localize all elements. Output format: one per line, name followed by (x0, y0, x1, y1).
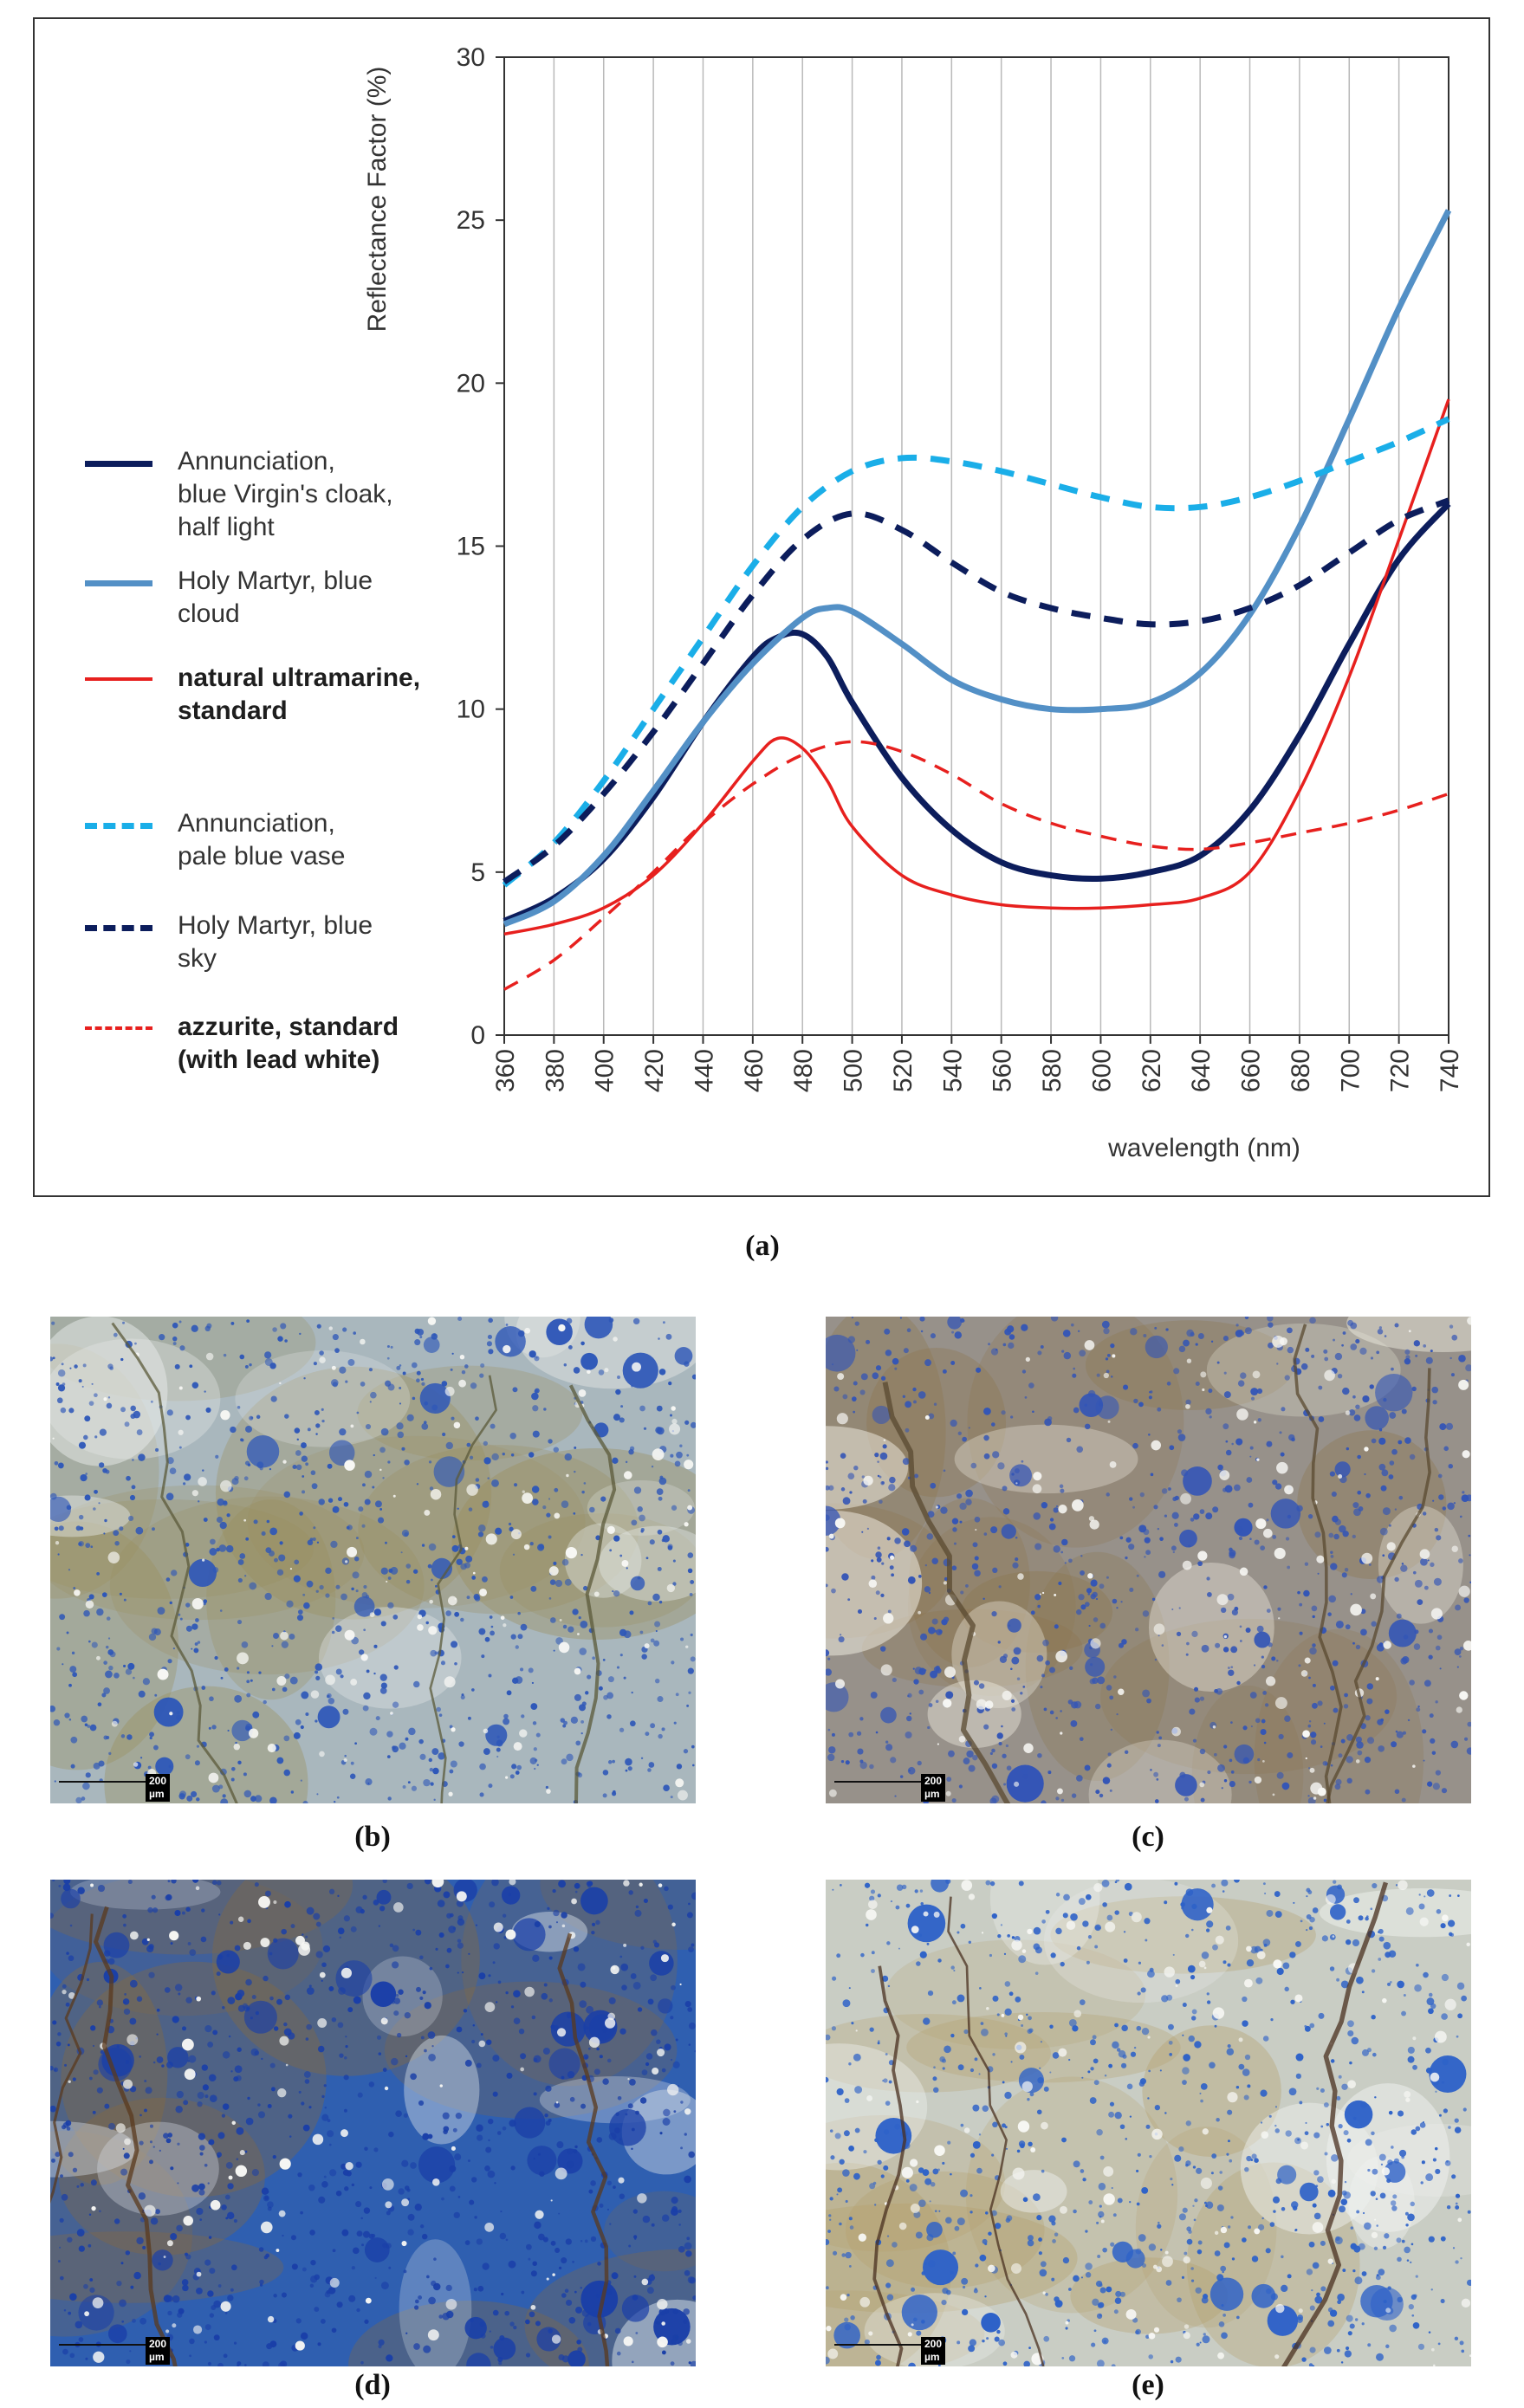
x-tick-label: 440 (690, 1049, 718, 1092)
x-tick-label: 600 (1087, 1049, 1116, 1092)
caption-c: (c) (1132, 1821, 1164, 1853)
x-tick-label: 360 (491, 1049, 520, 1092)
series-line-2 (503, 209, 1452, 928)
x-tick-label: 720 (1386, 1049, 1415, 1092)
legend-label: natural ultramarine, standard (178, 663, 421, 725)
x-axis-label: wavelength (nm) (1107, 1134, 1300, 1162)
x-tick-label: 420 (640, 1049, 669, 1092)
y-tick-label: 5 (470, 858, 485, 887)
legend-label: Holy Martyr, blue sky (178, 911, 373, 973)
grid-lines (553, 57, 1400, 1035)
x-tick-label: 680 (1287, 1049, 1315, 1092)
y-tick-label: 20 (457, 369, 485, 398)
x-tick-label: 640 (1187, 1049, 1216, 1092)
plot-area (503, 56, 1449, 1036)
x-tick-label: 520 (889, 1049, 918, 1092)
legend-label: Annunciation, pale blue vase (178, 809, 346, 871)
chart-frame: Annunciation, blue Virgin's cloak, half … (33, 17, 1490, 1197)
x-tick-label: 500 (840, 1049, 868, 1092)
x-tick-label: 400 (591, 1049, 619, 1092)
x-tick-label: 540 (938, 1049, 967, 1092)
legend-swatch (85, 461, 152, 467)
legend-label: Holy Martyr, blue cloud (178, 566, 373, 628)
series-line-6 (503, 740, 1449, 991)
y-tick-label: 10 (457, 696, 485, 724)
tick-labels: 0 5 10 15 20 25 30 360 380 400 420 440 460 480 500 520 5… (457, 43, 1464, 1092)
scale-label: 200 µm (146, 1774, 171, 1802)
series-line-3 (503, 398, 1450, 936)
x-tick-label: 380 (541, 1049, 569, 1092)
x-tick-label: 560 (989, 1049, 1017, 1092)
x-tick-label: 480 (789, 1049, 818, 1092)
y-tick-label: 25 (457, 206, 485, 235)
x-tick-label: 700 (1336, 1049, 1365, 1092)
scale-label: 200 µm (146, 2337, 171, 2365)
micrograph-e: 200 µm (826, 1880, 1471, 2366)
series-line-5 (502, 497, 1450, 884)
series-line-1 (503, 502, 1451, 924)
x-tick-label: 740 (1436, 1049, 1464, 1092)
legend-swatch (85, 1026, 152, 1030)
scale-label: 200 µm (921, 1774, 946, 1802)
series-lines (502, 209, 1452, 991)
legend-swatch (85, 677, 152, 681)
y-tick-label: 30 (457, 43, 485, 72)
micrograph-d: 200 µm (50, 1880, 696, 2366)
axes (496, 56, 1449, 1044)
legend-swatch (85, 823, 152, 829)
legend-swatch (85, 925, 152, 931)
legend-swatch (85, 580, 152, 586)
series-line-4 (502, 416, 1450, 888)
caption-a: (a) (745, 1230, 780, 1262)
y-tick-label: 15 (457, 533, 485, 561)
legend-label: Annunciation, blue Virgin's cloak, half … (178, 447, 393, 541)
micrograph-c: 200 µm (826, 1317, 1471, 1803)
caption-b: (b) (354, 1821, 391, 1853)
caption-d: (d) (354, 2369, 391, 2401)
legend-label: azzurite, standard (with lead white) (178, 1013, 399, 1074)
y-tick-label: 0 (470, 1021, 485, 1050)
x-tick-label: 620 (1138, 1049, 1166, 1092)
micrograph-b: 200 µm (50, 1317, 696, 1803)
x-tick-label: 660 (1237, 1049, 1266, 1092)
x-tick-label: 580 (1038, 1049, 1067, 1092)
caption-e: (e) (1132, 2369, 1164, 2401)
reflectance-chart: 0 5 10 15 20 25 30 360 380 400 420 440 460 480 500 520 5… (363, 43, 1464, 1162)
scale-label: 200 µm (921, 2337, 946, 2365)
x-tick-label: 460 (740, 1049, 768, 1092)
y-axis-label: Reflectance Factor (%) (363, 67, 392, 333)
